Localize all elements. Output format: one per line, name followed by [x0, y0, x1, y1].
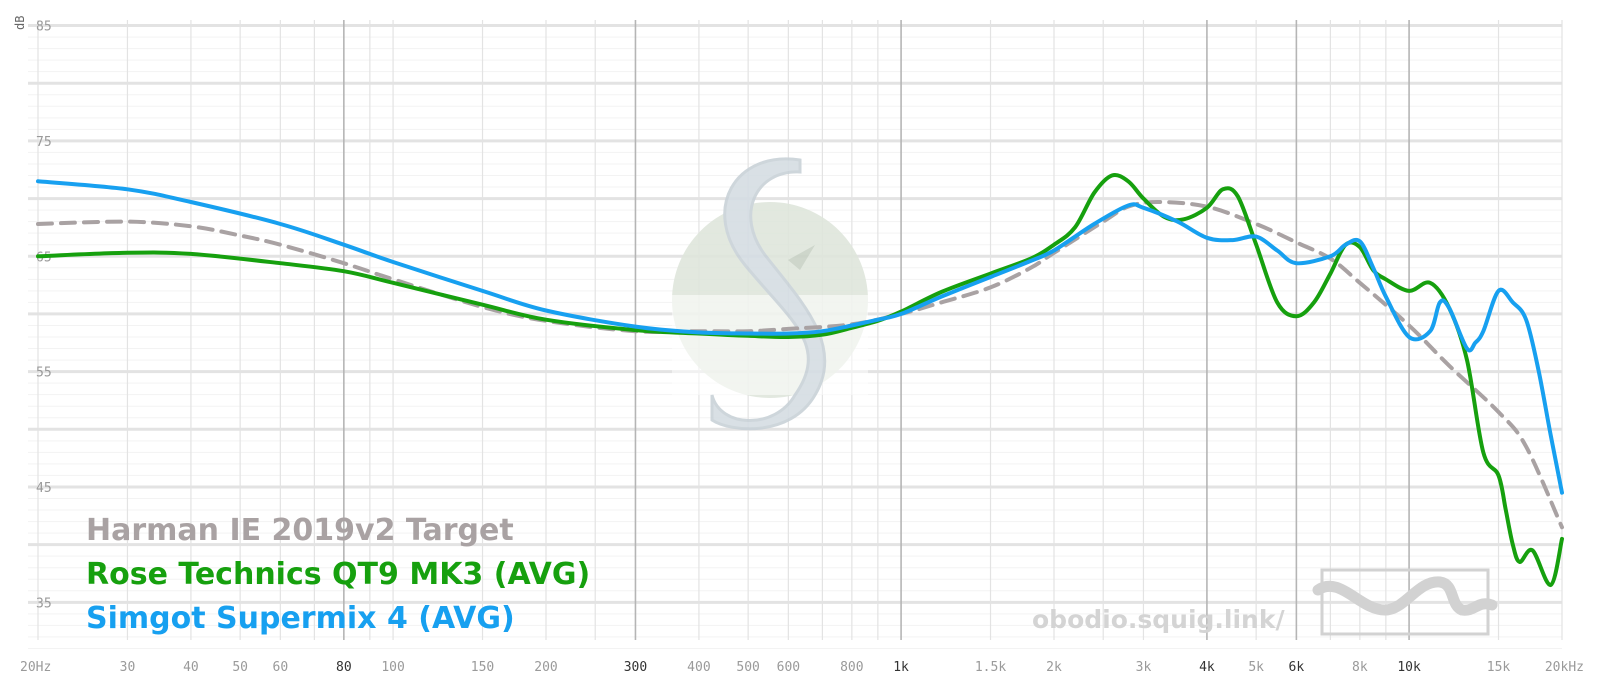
- site-url-label[interactable]: obodio.squig.link/: [1032, 605, 1285, 634]
- x-tick-label: 1.5k: [975, 660, 1006, 675]
- vertical-gridlines: [37, 20, 1563, 640]
- x-tick-label: 6k: [1289, 660, 1305, 675]
- x-tick-label: 150: [471, 660, 494, 675]
- x-tick-label: 10k: [1397, 660, 1421, 675]
- x-tick-label: 5k: [1248, 660, 1264, 675]
- y-tick-label: 55: [36, 366, 52, 381]
- x-tick-label: 3k: [1136, 660, 1152, 675]
- x-tick-label: 50: [232, 660, 248, 675]
- x-tick-label: 60: [273, 660, 289, 675]
- x-tick-label: 200: [534, 660, 557, 675]
- series-line-harman-ie-2019v2-target: [36, 200, 1564, 530]
- x-tick-label: 80: [336, 660, 352, 675]
- frequency-response-curves: [36, 173, 1564, 588]
- x-tick-label: 100: [381, 660, 404, 675]
- x-tick-label: 600: [777, 660, 800, 675]
- x-tick-label: 2k: [1046, 660, 1062, 675]
- y-axis-unit-label: dB: [13, 16, 27, 30]
- x-tick-label: 300: [624, 660, 647, 675]
- x-tick-label: 4k: [1199, 660, 1215, 675]
- x-tick-label: 8k: [1352, 660, 1368, 675]
- x-tick-label: 500: [736, 660, 759, 675]
- squiglink-s-logo-watermark: [672, 157, 868, 431]
- x-tick-label: 20kHz: [1545, 660, 1584, 675]
- x-axis-tick-labels: 20Hz 30 40 50 60 80 100 150 200 300 400 500 600 800 1k…: [20, 660, 1584, 675]
- squiglink-wave-logo: [1312, 568, 1498, 636]
- x-tick-label: 30: [120, 660, 136, 675]
- x-tick-label: 15k: [1487, 660, 1511, 675]
- y-tick-label: 35: [36, 596, 52, 611]
- x-tick-label: 800: [840, 660, 863, 675]
- legend-entry-rose-technics-qt9[interactable]: Rose Technics QT9 MK3 (AVG): [86, 557, 590, 592]
- x-tick-label: 40: [183, 660, 199, 675]
- series-line-simgot-supermix-4-avg: [36, 179, 1564, 495]
- legend-entry-harman-target[interactable]: Harman IE 2019v2 Target: [86, 513, 514, 548]
- y-tick-label: 45: [36, 481, 52, 496]
- y-tick-label: 75: [36, 135, 52, 150]
- legend: Harman IE 2019v2 Target Rose Technics QT…: [86, 513, 590, 636]
- x-tick-label: 1k: [893, 660, 909, 675]
- y-tick-label: 85: [36, 20, 52, 35]
- x-tick-label: 400: [687, 660, 710, 675]
- x-tick-label: 20Hz: [20, 660, 51, 675]
- legend-entry-simgot-supermix4[interactable]: Simgot Supermix 4 (AVG): [86, 601, 515, 636]
